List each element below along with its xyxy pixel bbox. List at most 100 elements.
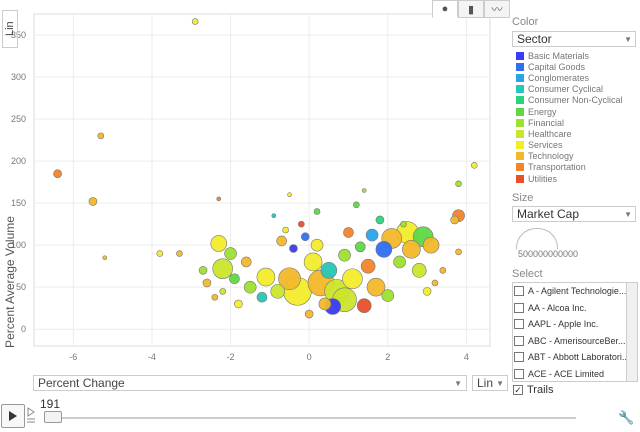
data-bubble [97,132,105,140]
data-bubble [303,252,323,272]
bar-tab[interactable]: ▮ [458,0,484,18]
select-item[interactable]: ABC - AmerisourceBer... [513,333,637,350]
data-bubble [240,256,252,268]
size-select[interactable]: Market Cap ▼ [512,206,636,222]
data-bubble [289,244,298,253]
select-item-checkbox[interactable] [514,286,524,297]
data-bubble [176,250,183,257]
select-item-checkbox[interactable] [514,352,524,363]
data-bubble [375,215,385,225]
legend-item[interactable]: Energy [516,106,623,117]
wrench-icon[interactable]: 🔧 [618,410,635,425]
legend-label: Utilities [528,173,558,184]
data-bubble [360,258,376,274]
data-bubble [381,289,395,302]
time-slider-track[interactable] [46,417,576,419]
data-bubble [361,188,367,193]
legend-swatch [516,129,524,138]
data-bubble [234,299,243,309]
select-item[interactable]: AAPL - Apple Inc. [513,316,637,333]
legend-swatch [516,73,524,82]
legend-item[interactable]: Basic Materials [516,50,623,61]
data-bubble [276,235,287,247]
select-item-checkbox[interactable] [514,319,524,330]
select-item-checkbox[interactable] [514,368,524,379]
data-bubble [422,287,432,296]
color-legend: Basic Materials Capital Goods Conglomerate… [516,50,623,184]
size-label: Size [512,192,534,204]
data-bubble [313,208,321,215]
select-item-label: ABC - AmerisourceBer... [528,335,626,346]
legend-item[interactable]: Consumer Cyclical [516,84,623,95]
legend-label: Healthcare [528,128,572,139]
y-tick-label: 50 [16,282,26,292]
y-scale-select[interactable]: Lin [2,10,18,48]
legend-label: Energy [528,106,557,117]
legend-item[interactable]: Conglomerates [516,72,623,83]
data-bubble [342,268,363,290]
data-bubble [422,236,440,254]
legend-item[interactable]: Transportation [516,162,623,173]
select-item-label: ACE - ACE Limited [528,368,605,379]
legend-item[interactable]: Capital Goods [516,61,623,72]
legend-swatch [516,107,524,116]
time-slider-thumb[interactable] [44,411,62,423]
data-bubble [211,293,219,301]
legend-label: Transportation [528,162,586,173]
data-bubble [450,215,459,225]
legend-swatch [516,85,524,94]
speed-control[interactable] [26,406,38,424]
legend-item[interactable]: Services [516,140,623,151]
data-bubble [320,262,338,279]
legend-swatch [516,152,524,161]
select-item-checkbox[interactable] [514,335,524,346]
select-item-label: AA - Alcoa Inc. [528,302,587,313]
data-bubble [439,267,447,274]
data-bubble [455,248,462,256]
data-bubble [198,266,208,275]
data-bubble [400,220,407,228]
x-axis-select-label: Percent Change [38,376,125,390]
legend-item[interactable]: Utilities [516,173,623,184]
legend-label: Consumer Non-Cyclical [528,95,623,106]
data-bubble [366,277,386,297]
select-item[interactable]: ABT - Abbott Laboratori... [513,349,637,366]
legend-swatch [516,118,524,127]
select-item[interactable]: AA - Alcoa Inc. [513,300,637,317]
legend-swatch [516,96,524,105]
data-bubble [304,309,314,319]
y-axis-select[interactable]: Percent Average Volume [3,216,17,348]
color-select[interactable]: Sector ▼ [512,31,636,47]
data-bubble [278,267,301,291]
select-list[interactable]: A - Agilent Technologie... AA - Alcoa Inc… [512,282,638,382]
data-bubble [356,298,372,313]
size-select-value: Market Cap [517,207,580,221]
chart-area: 0 50 100 150 200 250 300 350 -6 -4 -2 0 2 4 [11,13,491,362]
trails-toggle[interactable]: ✓ Trails [512,384,553,396]
legend-item[interactable]: Financial [516,117,623,128]
select-scrollbar[interactable] [626,283,637,381]
legend-swatch [516,163,524,172]
trails-checkbox[interactable]: ✓ [513,385,523,395]
legend-item[interactable]: Technology [516,151,623,162]
line-tab[interactable]: 〰 [484,0,510,18]
chevron-down-icon: ▼ [496,378,504,388]
data-bubble [216,196,222,202]
select-item[interactable]: A - Agilent Technologie... [513,283,637,300]
legend-label: Capital Goods [528,61,586,72]
side-panel: Color Sector ▼ Basic Materials Capital Go… [512,0,640,410]
x-axis-select[interactable]: Percent Change ▼ [33,375,467,391]
x-scale-label: Lin [477,376,494,390]
legend-item[interactable]: Healthcare [516,128,623,139]
y-tick-label: 150 [11,198,26,208]
data-bubble [212,258,233,279]
legend-item[interactable]: Consumer Non-Cyclical [516,95,623,106]
bubble-tab[interactable]: ● [432,0,458,18]
data-bubble [375,241,393,258]
data-bubble [402,240,421,259]
play-button[interactable] [1,404,25,428]
x-scale-select[interactable]: Lin ▼ [472,375,508,391]
x-tick-label: -2 [227,352,235,362]
select-item-checkbox[interactable] [514,302,524,313]
select-item[interactable]: ACE - ACE Limited [513,366,637,382]
